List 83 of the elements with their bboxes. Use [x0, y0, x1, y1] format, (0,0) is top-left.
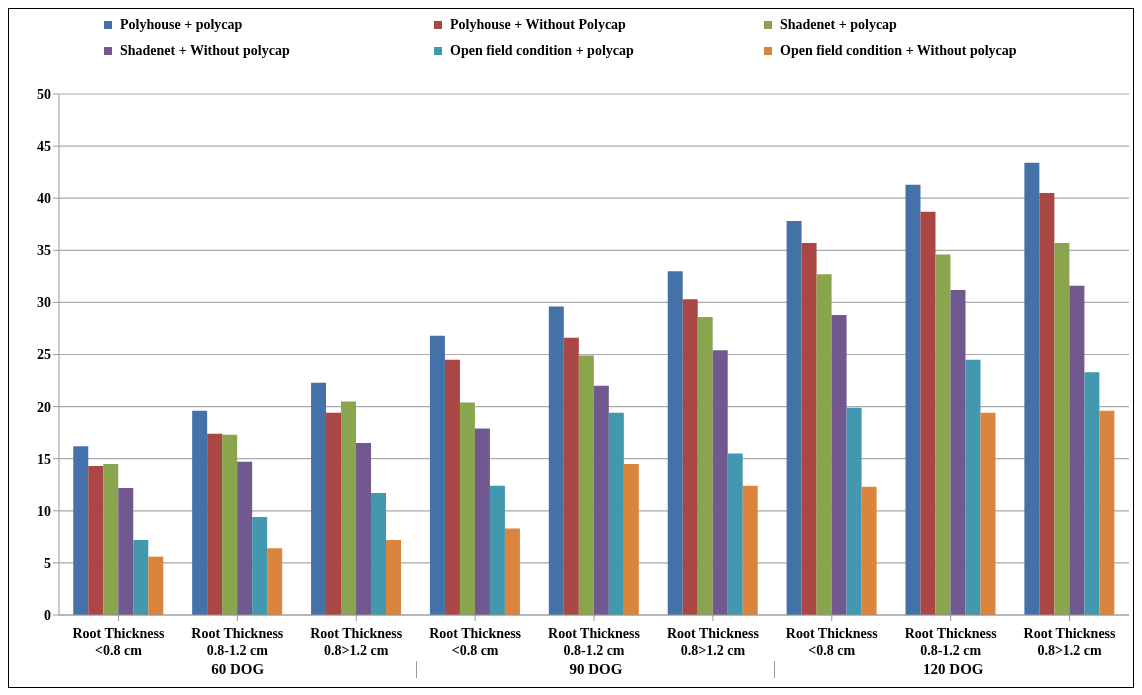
bar [267, 548, 283, 615]
bar [504, 528, 520, 615]
bar [935, 254, 951, 615]
x-tick-label: Root Thickness 0.8-1.2 cm [191, 626, 284, 658]
y-tick-label: 35 [37, 243, 51, 259]
bar [1054, 243, 1070, 615]
x-tick-label: Root Thickness 0.8>1.2 cm [666, 626, 760, 658]
bar [133, 539, 149, 615]
y-tick-label: 25 [37, 347, 51, 363]
text: 120 DOG [923, 661, 984, 677]
bar [88, 465, 104, 615]
bar [148, 556, 164, 615]
bar [697, 316, 713, 615]
text: 90 DOG [569, 661, 623, 677]
bar [742, 485, 758, 615]
bar [578, 355, 594, 615]
bar [371, 493, 387, 615]
legend-label: Open field condition + polycap [450, 43, 634, 59]
bar [459, 402, 475, 615]
bar [311, 382, 327, 615]
x-tick-label: Root Thickness <0.8 cm [72, 626, 165, 658]
x-tick-label: Root Thickness 0.8-1.2 cm [904, 626, 998, 658]
bar [489, 485, 505, 615]
y-tick-label: 5 [44, 555, 51, 571]
y-tick-label: 20 [37, 399, 51, 415]
bar [861, 486, 877, 615]
bar [73, 446, 89, 615]
x-tick-label: Root Thickness 0.8-1.2 cm [548, 626, 641, 658]
bar [207, 433, 223, 615]
bar [846, 407, 862, 615]
legend-label: Open field condition + Without polycap [780, 43, 1017, 59]
x-tick-label: Root Thickness 0.8>1.2 cm [1023, 626, 1117, 658]
bar [1084, 372, 1100, 615]
bar [980, 412, 996, 615]
y-tick-label: 0 [44, 607, 51, 623]
bar [801, 243, 817, 615]
bar [905, 184, 921, 615]
y-tick-label: 50 [37, 86, 51, 102]
legend-label: Shadenet + Without polycap [120, 43, 290, 59]
bar [712, 350, 728, 615]
x-tick-label: Root Thickness <0.8 cm [785, 626, 879, 658]
bar [608, 412, 624, 615]
bar [563, 337, 579, 615]
bar [727, 453, 743, 615]
bar [1039, 192, 1055, 615]
bar [682, 299, 698, 615]
y-tick-label: 30 [37, 295, 51, 311]
bar [252, 517, 268, 615]
bar [237, 461, 253, 615]
bar [965, 359, 981, 615]
bar [1024, 162, 1040, 615]
legend-label: Polyhouse + Without Polycap [450, 17, 626, 33]
bar [429, 335, 445, 615]
bar [118, 487, 134, 615]
bar [326, 412, 342, 615]
bar [548, 306, 564, 615]
legend-label: Shadenet + polycap [780, 17, 897, 33]
bar [623, 463, 639, 615]
y-tick-label: 40 [37, 191, 51, 207]
bar [950, 289, 966, 615]
x-tick-label: Root Thickness 0.8>1.2 cm [310, 626, 403, 658]
x-tick-label: Root Thickness <0.8 cm [429, 626, 522, 658]
bar [103, 463, 119, 615]
bar [816, 274, 832, 615]
bar [222, 434, 238, 615]
bar [444, 359, 460, 615]
bar [474, 428, 490, 615]
bar [1069, 285, 1085, 615]
bar [831, 314, 847, 615]
bar [786, 221, 802, 615]
legend-label: Polyhouse + polycap [120, 17, 243, 33]
text: 60 DOG [211, 661, 265, 677]
bar [356, 443, 372, 615]
bar [667, 271, 683, 615]
bar [386, 539, 402, 615]
bar [341, 401, 357, 615]
bar [920, 211, 936, 615]
bar [593, 385, 609, 615]
bar [192, 410, 208, 615]
bar [1099, 410, 1115, 615]
y-tick-label: 15 [37, 451, 51, 467]
y-tick-label: 10 [37, 503, 51, 519]
y-tick-label: 45 [37, 139, 51, 155]
